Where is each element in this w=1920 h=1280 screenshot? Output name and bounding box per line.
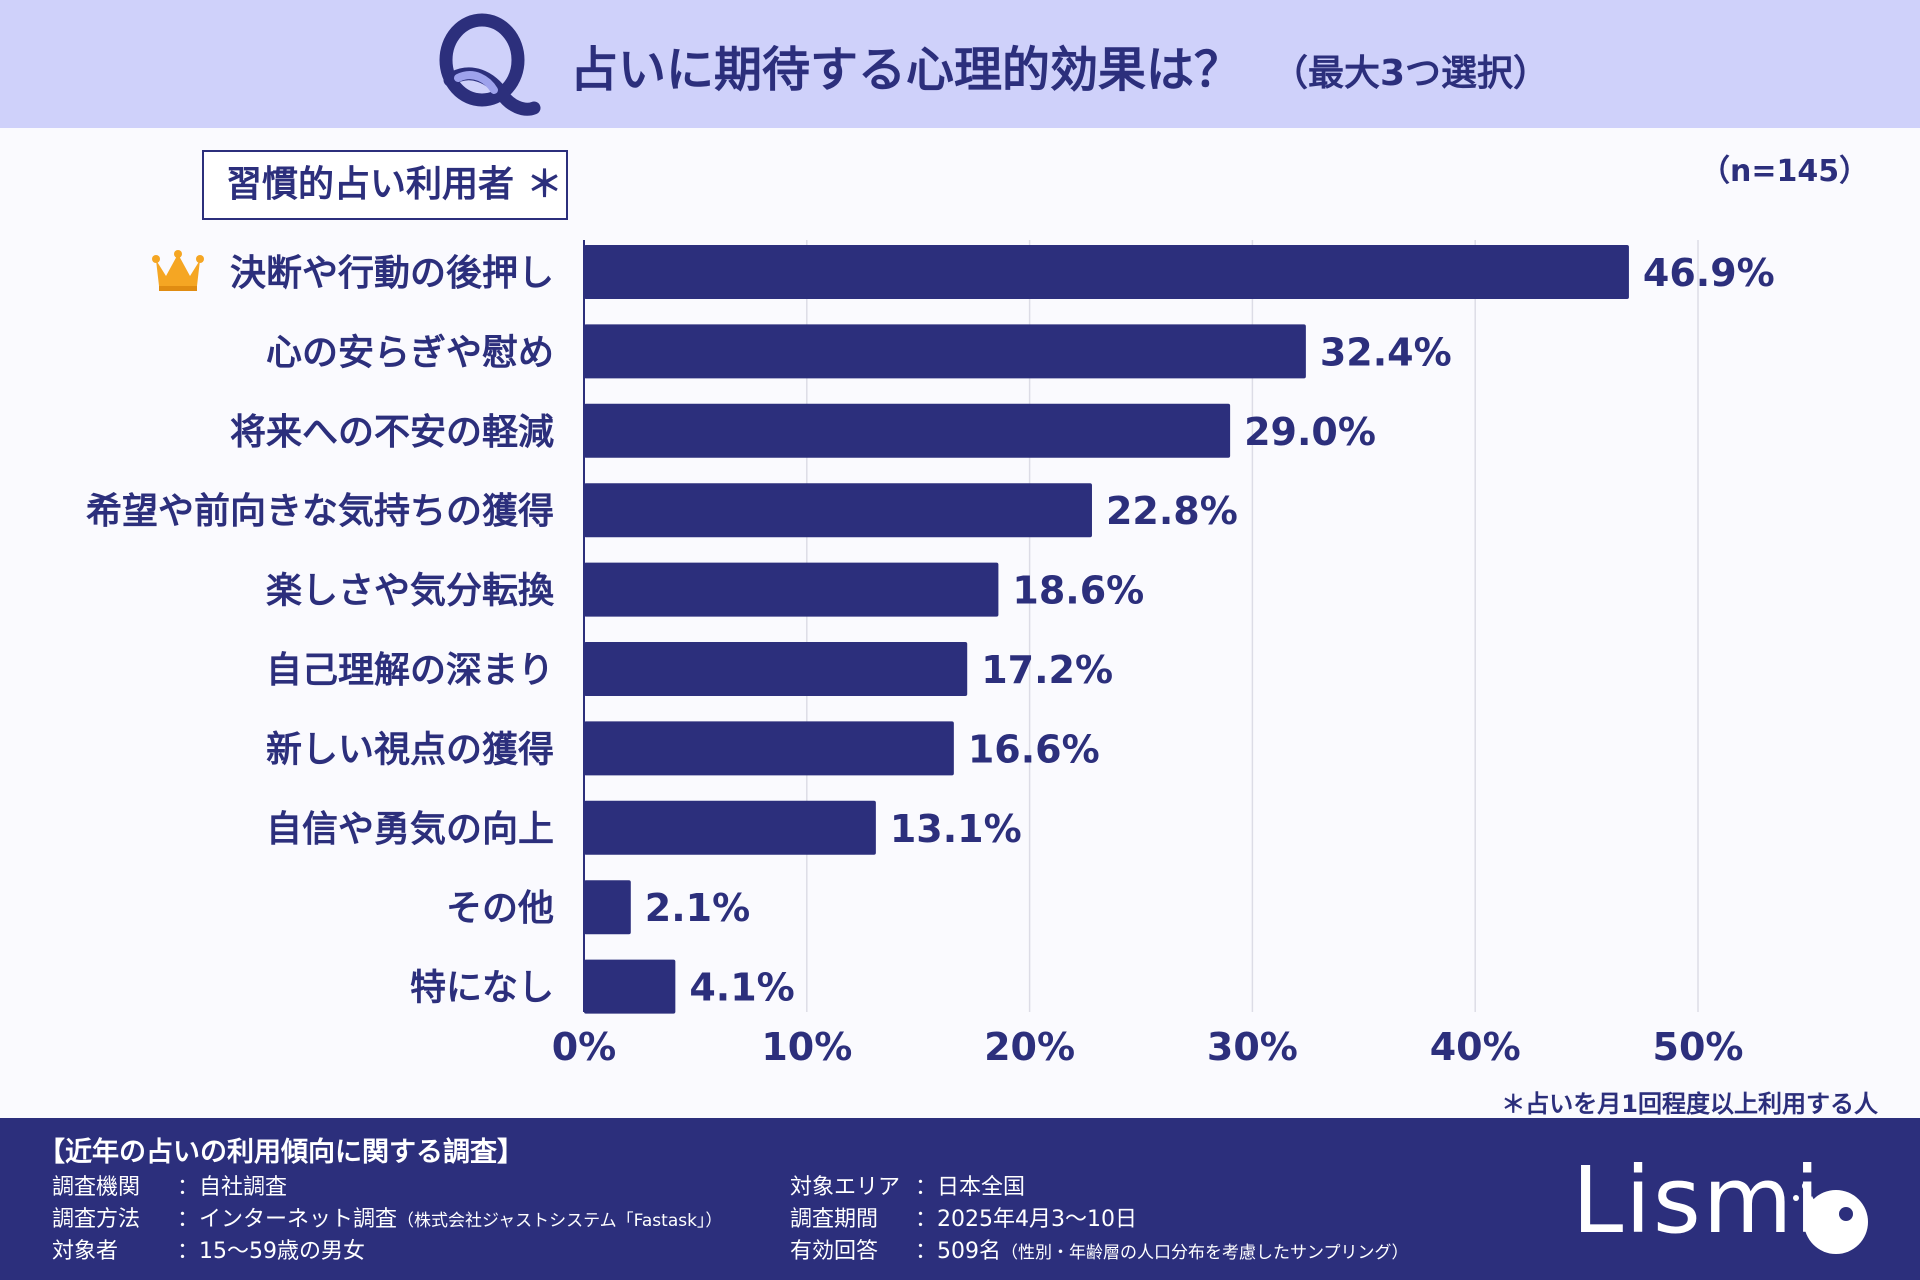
bar xyxy=(584,800,876,855)
bar xyxy=(584,642,968,696)
survey-row-value: ：15〜59歳の男女 xyxy=(177,1239,365,1264)
survey-row-label: 対象エリア xyxy=(790,1175,901,1200)
survey-row-label: 調査方法 xyxy=(52,1207,141,1232)
survey-row-note: （性別・年齢層の人口分布を考慮したサンプリング） xyxy=(1001,1243,1409,1263)
value-label: 16.6% xyxy=(968,727,1100,771)
survey-row: 有効回答 ：509名（性別・年齢層の人口分布を考慮したサンプリング） xyxy=(790,1236,1409,1269)
survey-row-value: ：日本全国 xyxy=(915,1175,1026,1200)
bar xyxy=(584,562,999,617)
header-banner: 占いに期待する心理的効果は？ （最大3つ選択） xyxy=(0,0,1920,128)
survey-row: 調査機関 ：自社調査 xyxy=(52,1172,287,1204)
bar xyxy=(584,959,676,1014)
survey-row-label: 有効回答 xyxy=(790,1239,879,1264)
survey-row-note: （株式会社ジャストシステム「Fastask」） xyxy=(397,1211,723,1231)
crown-icon xyxy=(152,250,204,291)
bar xyxy=(584,483,1092,538)
page-title: 占いに期待する心理的効果は？ xyxy=(570,42,1243,98)
survey-row-label: 対象者 xyxy=(52,1239,119,1264)
category-label: その他 xyxy=(446,888,554,929)
x-tick-label: 10% xyxy=(761,1025,852,1069)
category-label: 決断や行動の後押し xyxy=(230,253,554,294)
survey-row-value: ：インターネット調査 xyxy=(177,1207,398,1232)
value-label: 22.8% xyxy=(1106,489,1238,533)
category-label: 楽しさや気分転換 xyxy=(266,571,555,612)
bar xyxy=(584,324,1306,379)
value-label: 2.1% xyxy=(645,886,750,930)
category-label: 将来への不安の軽減 xyxy=(230,412,554,453)
category-label: 特になし xyxy=(410,968,554,1009)
category-label: 新しい視点の獲得 xyxy=(266,729,554,770)
bar xyxy=(584,880,631,935)
x-tick-label: 40% xyxy=(1430,1025,1521,1069)
survey-row: 調査方法 ：インターネット調査（株式会社ジャストシステム「Fastask」） xyxy=(52,1204,722,1237)
footnote: ＊占いを月1回程度以上利用する人 xyxy=(1501,1090,1878,1118)
bar-chart: 0% 10% 20% 30% 40% 50% 46.9% 決断や行動の後押し 32.4% 心の安ら… xyxy=(86,240,1775,1069)
survey-row-value: ：509名 xyxy=(915,1239,1001,1264)
x-tick-label: 50% xyxy=(1653,1025,1744,1069)
value-label: 46.9% xyxy=(1643,251,1775,295)
category-label: 心の安らぎや慰め xyxy=(266,332,554,373)
x-tick-label: 30% xyxy=(1207,1025,1298,1069)
survey-row-label: 調査期間 xyxy=(790,1207,879,1232)
bar xyxy=(584,721,954,776)
brand-logo: Lismi xyxy=(1572,1147,1822,1254)
bar xyxy=(584,403,1231,458)
value-label: 13.1% xyxy=(890,807,1022,851)
survey-info-footer: 【近年の占いの利用傾向に関する調査】 調査機関 ：自社調査 調査方法 ：インターネッ… xyxy=(0,1118,1920,1280)
survey-row: 対象エリア ：日本全国 xyxy=(790,1172,1025,1204)
survey-title: 【近年の占いの利用傾向に関する調査】 xyxy=(38,1137,524,1168)
value-label: 29.0% xyxy=(1244,410,1376,454)
survey-row: 対象者 ：15〜59歳の男女 xyxy=(52,1236,365,1268)
category-label: 希望や前向きな気持ちの獲得 xyxy=(86,491,554,532)
bar xyxy=(584,245,1629,299)
category-label: 自己理解の深まり xyxy=(266,650,554,691)
survey-row-label: 調査機関 xyxy=(52,1175,141,1200)
mascot-icon xyxy=(1793,1182,1868,1254)
survey-row-value: ：2025年4月3〜10日 xyxy=(915,1207,1137,1232)
respondent-group-label: 習慣的占い利用者 ＊ xyxy=(202,150,568,220)
category-label: 自信や勇気の向上 xyxy=(266,809,554,850)
value-label: 18.6% xyxy=(1012,569,1144,613)
value-label: 4.1% xyxy=(689,966,794,1010)
survey-row-value: ：自社調査 xyxy=(177,1175,288,1200)
survey-row: 調査期間 ：2025年4月3〜10日 xyxy=(790,1204,1137,1236)
x-tick-label: 0% xyxy=(552,1025,617,1069)
value-label: 32.4% xyxy=(1320,330,1452,374)
x-tick-label: 20% xyxy=(984,1025,1075,1069)
page-subtitle: （最大3つ選択） xyxy=(1272,53,1550,94)
value-label: 17.2% xyxy=(981,648,1113,692)
q-icon xyxy=(439,13,541,116)
